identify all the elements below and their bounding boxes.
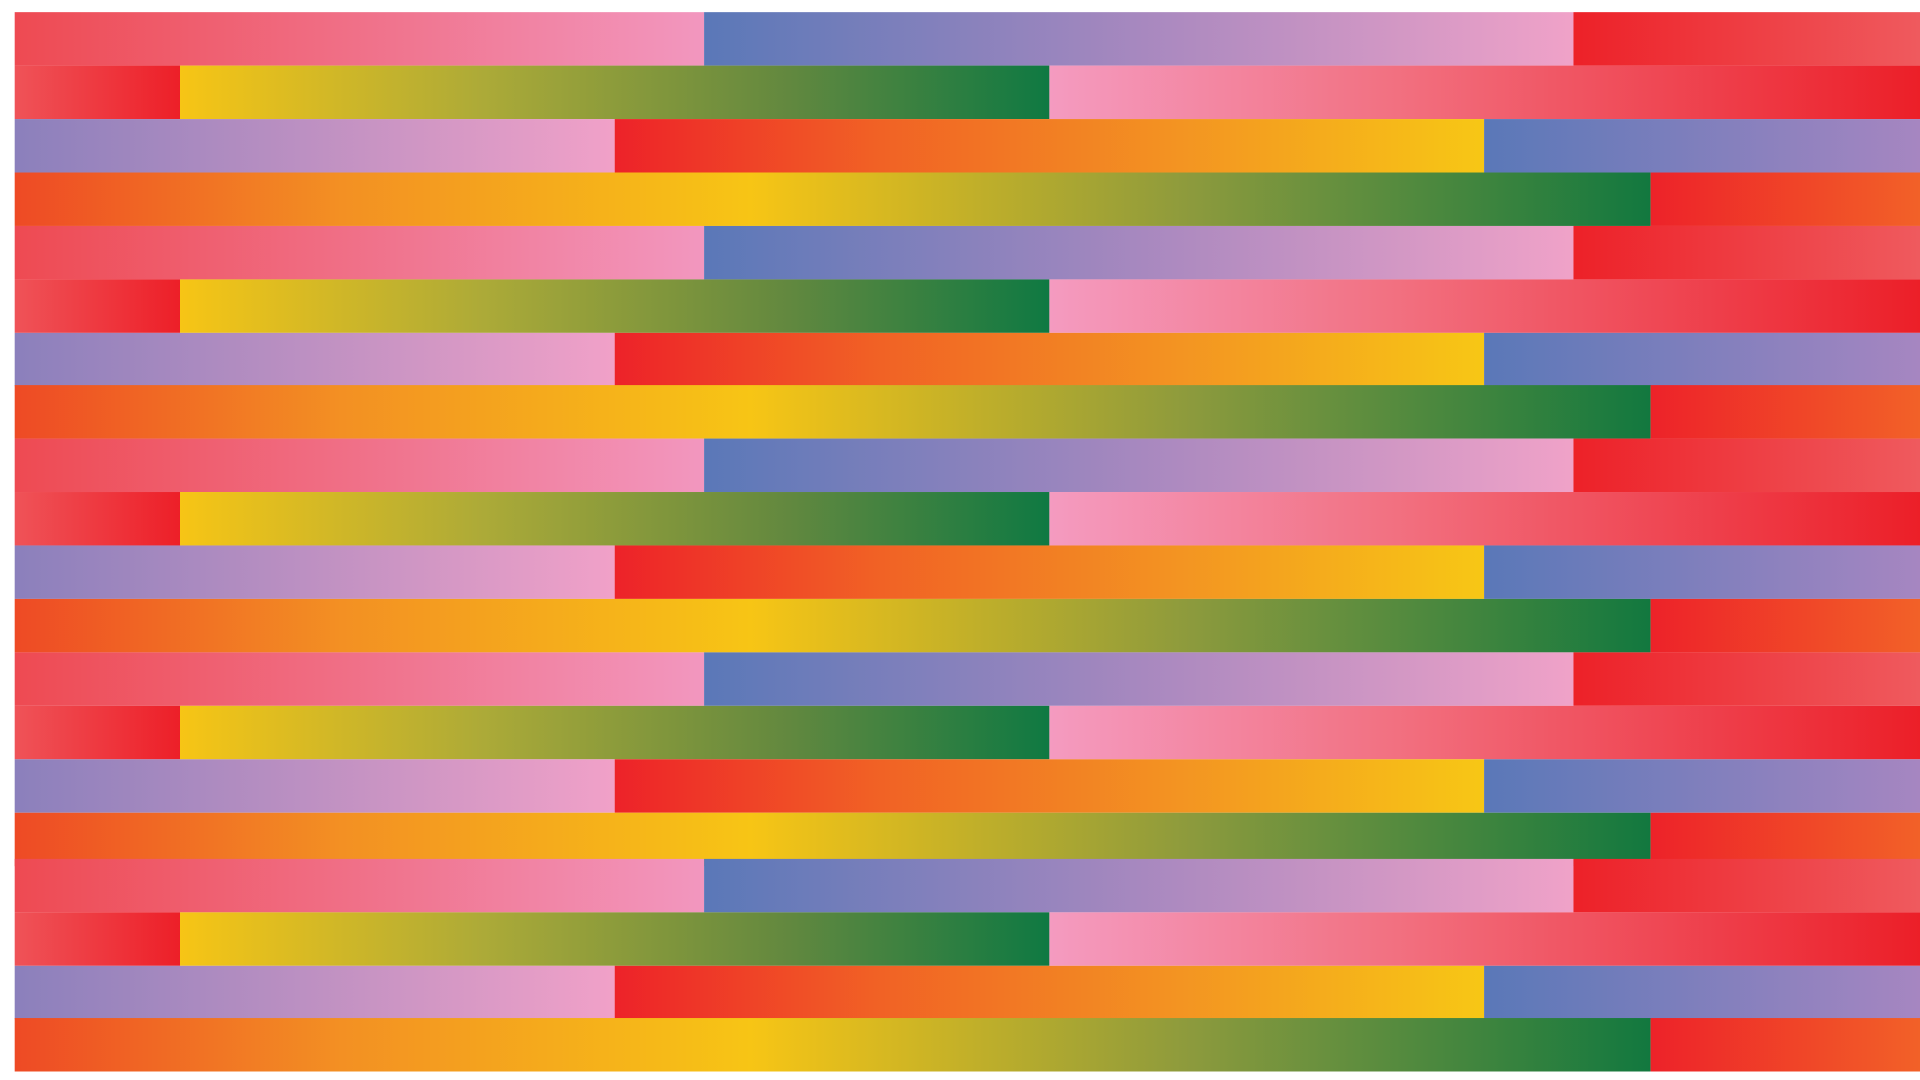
stripe-row — [14, 652, 1920, 706]
stripe-row — [14, 759, 1920, 813]
stripe-row — [14, 119, 1920, 173]
stripe-row — [14, 492, 1920, 546]
stripe-row — [14, 912, 1920, 966]
stripe-row — [14, 438, 1920, 493]
stripe-row — [14, 172, 1920, 226]
stripe-row — [14, 332, 1920, 387]
stripe-row — [14, 385, 1920, 439]
stripe-row — [14, 65, 1920, 120]
stripe-row — [14, 279, 1920, 333]
stripe-row — [14, 545, 1920, 599]
stripe-row — [14, 12, 1920, 66]
stripe-row — [14, 598, 1920, 653]
stripe-row — [14, 225, 1920, 280]
stripe-row — [14, 705, 1920, 760]
stripe-row — [14, 812, 1920, 867]
stripe-row — [14, 965, 1920, 1020]
stripe-row — [14, 1018, 1920, 1072]
stripe-row — [14, 858, 1920, 913]
